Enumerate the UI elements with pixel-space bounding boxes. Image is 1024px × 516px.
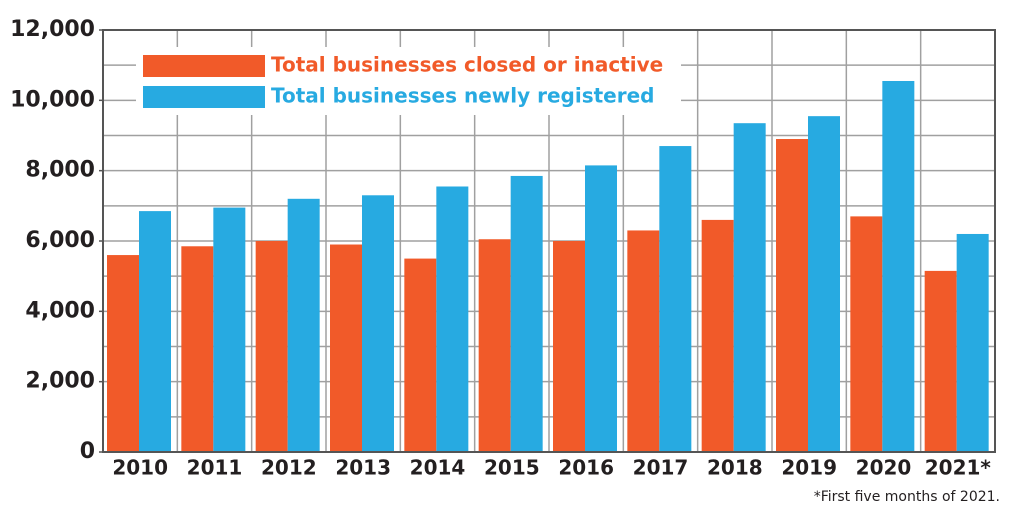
bar	[404, 258, 437, 452]
bar	[627, 230, 660, 452]
x-tick-label: 2012	[261, 456, 317, 480]
bar	[776, 139, 808, 452]
y-tick-label: 2,000	[25, 369, 95, 394]
x-tick-label: 2015	[484, 456, 540, 480]
bar	[362, 195, 394, 453]
plot-border	[102, 29, 996, 453]
x-tick-label: 2020	[856, 456, 912, 480]
bar	[585, 165, 617, 452]
x-tick-label: 2013	[335, 456, 391, 480]
bar	[510, 175, 543, 453]
bar	[924, 270, 957, 452]
x-tick-label: 2011	[187, 456, 243, 480]
bar	[255, 241, 288, 452]
y-tick-label: 0	[80, 439, 95, 464]
legend-label: Total businesses closed or inactive	[271, 53, 663, 77]
bar	[659, 146, 692, 453]
bar	[139, 211, 171, 452]
footnote: *First five months of 2021.	[814, 489, 1000, 505]
bar	[330, 244, 362, 452]
bar	[701, 219, 734, 452]
bar	[850, 216, 883, 452]
bar	[107, 255, 139, 452]
legend-swatch	[143, 86, 265, 108]
bar	[733, 123, 766, 453]
bar	[436, 186, 469, 452]
x-tick-label: 2014	[410, 456, 466, 480]
y-tick-label: 12,000	[10, 17, 95, 42]
legend-label: Total businesses newly registered	[271, 84, 654, 108]
x-tick-label: 2010	[112, 456, 168, 480]
bar	[882, 80, 915, 452]
x-tick-label: 2019	[781, 456, 837, 480]
bar	[287, 198, 320, 452]
x-tick-label: 2016	[558, 456, 614, 480]
bar	[478, 239, 511, 452]
bar	[181, 246, 214, 452]
legend-swatch	[143, 55, 265, 77]
y-tick-label: 8,000	[25, 158, 95, 183]
y-tick-label: 4,000	[25, 298, 95, 323]
y-tick-label: 10,000	[10, 87, 95, 112]
bar	[213, 207, 246, 452]
x-tick-label: 2018	[707, 456, 763, 480]
x-tick-label: 2021*	[925, 456, 992, 480]
bar	[956, 233, 989, 452]
bar	[808, 116, 840, 453]
y-tick-label: 6,000	[25, 228, 95, 253]
bar	[553, 241, 585, 452]
x-tick-label: 2017	[633, 456, 689, 480]
